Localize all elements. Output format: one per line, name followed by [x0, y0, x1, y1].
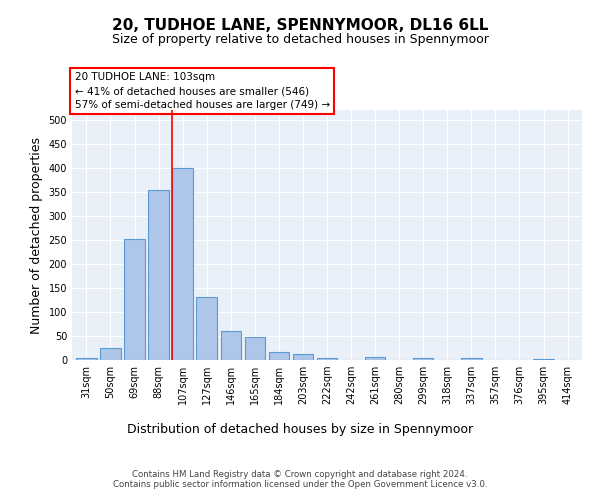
Bar [221, 331, 241, 360]
Bar [148, 190, 169, 360]
Bar [100, 348, 121, 360]
Y-axis label: Number of detached properties: Number of detached properties [30, 136, 43, 334]
Text: 20, TUDHOE LANE, SPENNYMOOR, DL16 6LL: 20, TUDHOE LANE, SPENNYMOOR, DL16 6LL [112, 18, 488, 32]
Bar [124, 239, 145, 360]
Text: Distribution of detached houses by size in Spennymoor: Distribution of detached houses by size … [127, 422, 473, 436]
Bar [196, 297, 217, 360]
Bar [317, 358, 337, 360]
Bar [172, 168, 193, 360]
Bar [293, 354, 313, 360]
Bar [413, 358, 433, 360]
Bar [533, 359, 554, 360]
Text: 20 TUDHOE LANE: 103sqm
← 41% of detached houses are smaller (546)
57% of semi-de: 20 TUDHOE LANE: 103sqm ← 41% of detached… [74, 72, 329, 110]
Text: Size of property relative to detached houses in Spennymoor: Size of property relative to detached ho… [112, 32, 488, 46]
Bar [365, 357, 385, 360]
Bar [461, 358, 482, 360]
Text: Contains HM Land Registry data © Crown copyright and database right 2024.
Contai: Contains HM Land Registry data © Crown c… [113, 470, 487, 490]
Bar [245, 337, 265, 360]
Bar [76, 358, 97, 360]
Bar [269, 352, 289, 360]
